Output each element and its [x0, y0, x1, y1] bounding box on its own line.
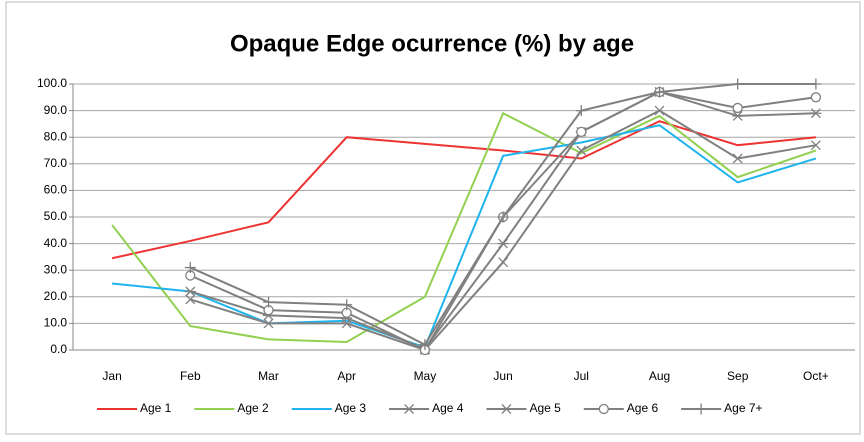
point-marker	[598, 403, 609, 415]
point-marker	[732, 153, 743, 164]
y-tick-label: 10.0	[44, 316, 68, 330]
point-marker	[263, 296, 274, 308]
legend-label: Age 6	[627, 401, 659, 415]
x-tick-label: Jan	[102, 369, 121, 383]
chart-title: Opaque Edge ocurrence (%) by age	[230, 30, 634, 57]
point-marker	[810, 140, 821, 151]
x-tick-label: Jun	[493, 369, 512, 383]
y-tick-label: 100.0	[37, 76, 67, 90]
point-marker	[185, 294, 196, 305]
point-marker	[810, 78, 822, 90]
x-tick-label: Aug	[649, 369, 670, 383]
point-marker	[497, 211, 509, 223]
point-marker	[498, 257, 509, 268]
point-marker	[654, 105, 665, 116]
x-tick-label: Feb	[180, 369, 201, 383]
legend-label: Age 4	[432, 401, 464, 415]
y-tick-label: 90.0	[44, 103, 68, 117]
y-tick-label: 80.0	[44, 129, 68, 143]
point-marker	[184, 262, 196, 274]
series-line	[111, 124, 817, 349]
x-tick-label: Sep	[727, 369, 749, 383]
y-tick-label: 50.0	[44, 209, 68, 223]
legend: Age 1 Age 2 Age 3 Age 4 Age 5 Age 6 Age 7+	[97, 401, 763, 415]
point-marker	[732, 102, 743, 114]
y-tick-label: 70.0	[44, 156, 68, 170]
point-marker	[497, 238, 509, 249]
x-tick-label: Oct+	[803, 369, 829, 383]
legend-label: Age 3	[335, 401, 367, 415]
series-line	[111, 120, 817, 260]
x-tick-label: Apr	[337, 369, 356, 383]
legend-label: Age 5	[529, 401, 561, 415]
legend-label: Age 1	[140, 401, 172, 415]
point-marker	[810, 92, 822, 103]
point-marker	[500, 404, 512, 414]
point-marker	[184, 286, 196, 297]
y-tick-label: 60.0	[44, 183, 68, 197]
y-tick-label: 0.0	[50, 342, 67, 356]
x-tick-label: May	[414, 369, 437, 383]
series-line	[111, 111, 817, 344]
point-marker	[575, 105, 587, 117]
point-marker	[419, 339, 431, 351]
point-marker	[263, 318, 274, 329]
point-marker	[810, 108, 822, 119]
x-tick-label: Mar	[258, 369, 279, 383]
point-marker	[732, 110, 744, 121]
point-marker	[576, 145, 587, 156]
legend-label: Age 7+	[724, 401, 762, 415]
point-marker	[732, 78, 744, 90]
point-marker	[576, 126, 587, 138]
x-tick-label: Jul	[574, 369, 589, 383]
y-tick-label: 40.0	[44, 236, 68, 250]
legend-label: Age 2	[237, 401, 269, 415]
chart-frame	[5, 1, 861, 435]
y-tick-label: 20.0	[44, 289, 68, 303]
point-marker	[695, 403, 707, 415]
point-marker	[654, 86, 665, 98]
point-marker	[404, 404, 415, 414]
y-tick-label: 30.0	[44, 262, 68, 276]
point-marker	[341, 299, 353, 311]
